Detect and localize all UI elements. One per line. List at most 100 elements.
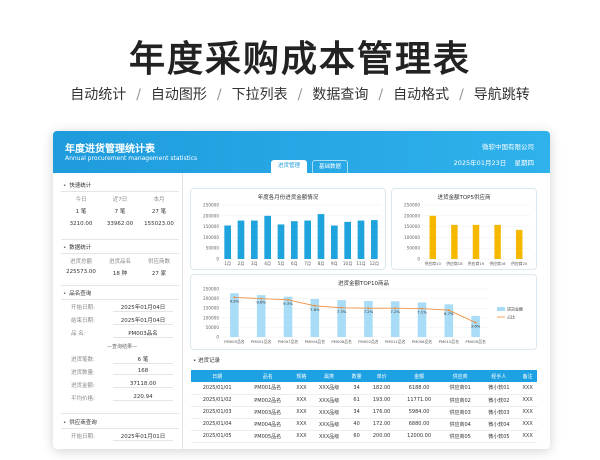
bar (494, 224, 501, 259)
quick-stats-title: 快速统计 (63, 181, 91, 189)
table-cell: 供应商05 (440, 430, 480, 443)
pct-data-label: 9.6% (256, 300, 266, 305)
x-tick-label: 3月 (251, 261, 258, 267)
tab-basic-data[interactable]: 基础数据 (312, 160, 348, 173)
bar (283, 296, 293, 337)
product-name-select[interactable]: PM003品名 (113, 329, 173, 338)
column-header[interactable]: 供应商 (440, 370, 480, 382)
x-tick-label: PM002品名 (358, 339, 379, 344)
feature-item: 自动格式 (393, 87, 450, 103)
column-header[interactable]: 单价 (365, 370, 398, 382)
quick-col-7days: 近7日 (112, 197, 128, 203)
pct-point (287, 298, 289, 301)
pct-point (474, 321, 477, 324)
y-tick-label: 200000 (404, 213, 420, 218)
x-tick-label: PM011品名 (385, 339, 406, 344)
monthly-chart-title: 年度各月份进货金额情况 (257, 195, 319, 201)
bar (515, 229, 523, 259)
x-tick-label: PM006品名 (412, 339, 433, 344)
quick-count-today: 1 笔 (75, 209, 87, 215)
y-tick-label: 0 (216, 335, 219, 340)
table-cell: 172.00 (365, 418, 398, 431)
column-header[interactable]: 金额 (397, 370, 441, 382)
bar (291, 221, 298, 259)
x-tick-label: 供应商18 (446, 261, 463, 266)
y-tick-label: 150000 (404, 224, 420, 229)
y-tick-label: 250000 (203, 287, 219, 292)
column-header[interactable]: 规格 (292, 370, 311, 382)
x-tick-label: PM001品名 (251, 339, 272, 344)
start-date-input[interactable]: 2025年01月04日 (113, 303, 173, 312)
table-row[interactable]: 2025/01/02 PM002品名 XXX XXX品级 61 193.00 11771.0… (191, 394, 537, 407)
bar (237, 220, 245, 259)
quick-amount-7days: 33962.00 (106, 221, 134, 227)
table-cell: XXX (518, 394, 537, 407)
tab-purchase-management[interactable]: 进货管理 (271, 160, 307, 173)
pct-data-label: 7.2% (390, 309, 400, 314)
column-header[interactable]: 日期 (191, 370, 244, 382)
top10-chart: 250000 200000 150000 100000 50000 0 PM005品名 PM0… (203, 287, 523, 345)
x-tick-label: 2月 (238, 261, 245, 267)
query-result-title: —查询结果— (106, 344, 137, 350)
table-cell: 微小软03 (479, 406, 519, 419)
table-cell: 供应商03 (440, 406, 480, 419)
pct-data-label: 3.6% (471, 324, 481, 329)
pct-point (394, 307, 397, 310)
bar (444, 304, 454, 337)
table-cell: XXX (518, 418, 537, 431)
table-row[interactable]: 2025/01/04 PM004品名 XXX XXX品级 40 172.00 6880.00… (191, 418, 537, 431)
y-tick-label: 50000 (407, 246, 421, 251)
table-cell: XXX (518, 382, 537, 395)
table-cell: 182.00 (365, 382, 398, 395)
data-stats-title: 数据统计 (63, 243, 91, 251)
x-tick-label: PM008品名 (331, 339, 352, 344)
end-date-input[interactable]: 2025年01月04日 (113, 316, 173, 325)
y-tick-label: 200000 (203, 296, 219, 301)
bar (264, 215, 271, 259)
result-label-qty: 进货数量: (71, 370, 95, 376)
column-header[interactable]: 数量 (347, 370, 366, 382)
table-cell: 193.00 (365, 394, 398, 407)
x-tick-label: 6月 (291, 261, 298, 267)
table-cell: 2025/01/03 (191, 406, 244, 419)
bar (277, 224, 285, 259)
sidebar: 快速统计 今日 近7日 本月 1 笔 7 笔 27 笔 3210.00 3396… (53, 173, 183, 449)
data-suppliers-value: 27 家 (151, 271, 167, 277)
monthly-chart-panel: 年度各月份进货金额情况 250000 200000 150000 100000 5000… (190, 188, 386, 270)
x-tick-label: 供应商20 (511, 261, 528, 266)
pct-data-label: 7.1% (417, 310, 427, 315)
column-header[interactable]: 品名 (243, 370, 293, 382)
x-tick-label: PM004品名 (305, 339, 326, 344)
pct-data-label: 7.2% (364, 309, 374, 314)
x-tick-label: 12月 (370, 261, 380, 267)
table-cell: XXX品级 (310, 394, 348, 407)
table-row[interactable]: 2025/01/03 PM003品名 XXX XXX品级 34 176.00 5984.00… (191, 406, 537, 419)
column-header[interactable]: 属类 (310, 370, 348, 382)
column-header[interactable]: 备注 (518, 370, 537, 382)
table-cell: XXX品级 (310, 406, 348, 419)
top10-chart-title: 进货金额TOP10商品 (337, 281, 389, 287)
y-tick-label: 150000 (203, 224, 219, 229)
bar (429, 215, 437, 259)
x-tick-label: 11月 (356, 261, 366, 267)
data-col-total: 进货总额 (69, 259, 92, 265)
table-cell: 5984.00 (397, 406, 441, 419)
table-cell: 34 (347, 382, 366, 395)
result-value-count: 6 笔 (113, 355, 173, 364)
product-query-title: 品名查询 (63, 289, 91, 297)
table-row[interactable]: 2025/01/01 PM001品名 XXX XXX品级 34 182.00 6188.00… (191, 382, 537, 395)
table-cell: XXX品级 (310, 430, 348, 443)
supplier-start-input[interactable]: 2025年01月01日 (113, 432, 173, 441)
table-cell: 60 (347, 430, 366, 443)
y-tick-label: 150000 (203, 306, 219, 311)
table-cell: XXX (292, 418, 311, 431)
table-row[interactable]: 2025/01/05 PM005品名 XXX XXX品级 60 200.00 12000.0… (191, 430, 537, 443)
x-tick-label: 7月 (304, 261, 311, 267)
bar (371, 220, 378, 259)
pct-line (234, 297, 476, 323)
table-cell: PM003品名 (243, 406, 293, 419)
column-header[interactable]: 经手人 (479, 370, 519, 382)
table-cell: 2025/01/02 (191, 394, 244, 407)
pct-point (421, 307, 423, 310)
table-cell: XXX (292, 382, 311, 395)
